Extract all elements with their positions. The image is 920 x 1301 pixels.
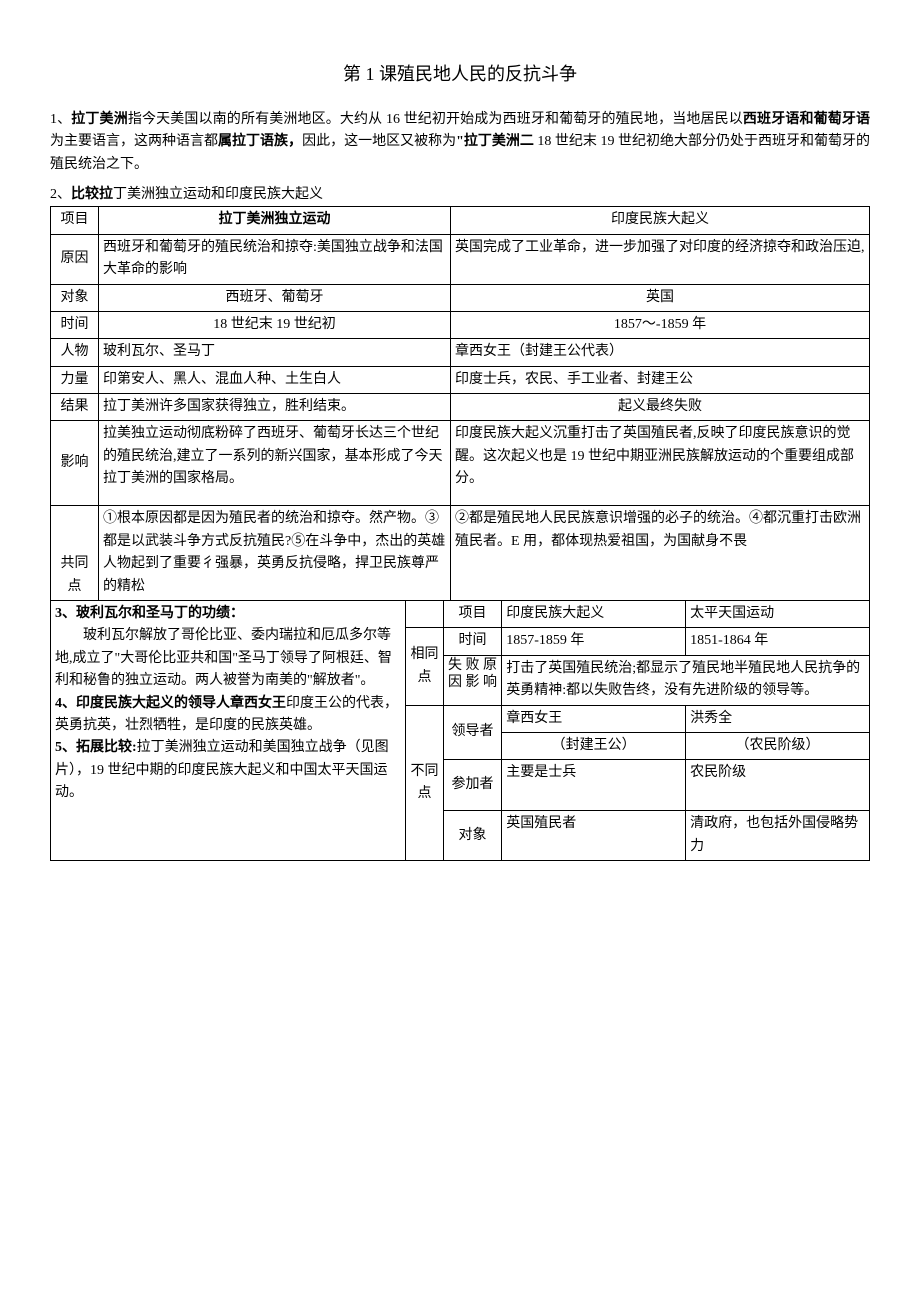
p5-heading: 5、拓展比较: [55,740,137,755]
impact-left: 拉美独立运动彻底粉碎了西班牙、葡萄牙长达三个世纪的殖民统治,建立了一系列的新兴国… [99,421,451,506]
table-row: 3、玻利瓦尔和圣马丁的功绩： 玻利瓦尔解放了哥伦比亚、委内瑞拉和厄瓜多尔等地,成… [51,601,870,628]
t2-time-left: 1857-1859 年 [502,628,686,655]
t2-h1 [406,601,444,628]
target-left: 西班牙、葡萄牙 [99,284,451,311]
table-row: 对象 西班牙、葡萄牙 英国 [51,284,870,311]
compare-label: 比较拉 [71,187,113,202]
intro-paragraph-1: 1、拉丁美洲指今天美国以南的所有美洲地区。大约从 16 世纪初开始成为西班牙和葡… [50,109,870,176]
table-row: 原因 西班牙和葡萄牙的殖民统治和掠夺:美国独立战争和法国大革命的影响 英国完成了… [51,234,870,284]
person-right: 章西女王（封建王公代表） [451,339,870,366]
t2-time-label: 时间 [443,628,501,655]
t2-target-right: 清政府，也包括外国侵略势力 [686,811,870,861]
cause-right: 英国完成了工业革命，进一步加强了对印度的经济掠夺和政治压迫, [451,234,870,284]
table-row: 人物 玻利瓦尔、圣马丁 章西女王（封建王公代表） [51,339,870,366]
t2-target-left: 英国殖民者 [502,811,686,861]
participant-label: 参加者 [443,760,501,811]
same-label: 相同点 [406,628,444,705]
intro-text-3: 因此，这一地区又被称为 [302,134,456,149]
table-row: 项目 拉丁美洲独立运动 印度民族大起义 [51,207,870,234]
p4-heading: 4、印度民族大起义的领导人章西女王 [55,696,286,711]
num1: 1、 [50,112,71,127]
target-right: 英国 [451,284,870,311]
term-latin-family: 属拉丁语族， [218,134,302,149]
row-common-label: 共同点 [51,506,99,601]
term-latin-america: 拉丁美洲 [71,112,128,127]
row-target-label: 对象 [51,284,99,311]
header-item: 项目 [51,207,99,234]
common-right: ②都是殖民地人民民族意识增强的必子的统治。④都沉重打击欧洲殖民者。E 用，都体现… [451,506,870,601]
leader-left: 章西女王 [502,705,686,732]
result-right: 起义最终失败 [451,394,870,421]
term-latin-america-2: "拉丁美洲二 [456,134,534,149]
t2-h4: 太平天国运动 [686,601,870,628]
term-languages: 西班牙语和葡萄牙语 [743,112,870,127]
intro-text-1: 指今天美国以南的所有美洲地区。大约从 16 世纪初开始成为西班牙和葡萄牙的殖民地… [128,112,743,127]
p3-heading: 3、玻利瓦尔和圣马丁的功绩： [55,606,244,621]
table-row: 力量 印第安人、黑人、混血人种、土生白人 印度士兵，农民、手工业者、封建王公 [51,366,870,393]
table-row: 影响 拉美独立运动彻底粉碎了西班牙、葡萄牙长达三个世纪的殖民统治,建立了一系列的… [51,421,870,506]
same-content: 打击了英国殖民统治;都显示了殖民地半殖民地人民抗争的英勇精神:都以失败告终，没有… [502,655,870,705]
left-text-block: 3、玻利瓦尔和圣马丁的功绩： 玻利瓦尔解放了哥伦比亚、委内瑞拉和厄瓜多尔等地,成… [51,601,406,861]
num2: 2、 [50,187,71,202]
intro-text-2: 为主要语言，这两种语言都 [50,134,218,149]
time-left: 18 世纪末 19 世纪初 [99,311,451,338]
leader-right: 洪秀全 [686,705,870,732]
table-row: 共同点 ①根本原因都是因为殖民者的统治和掠夺。然产物。③都是以武装斗争方式反抗殖… [51,506,870,601]
compare-text: 丁美洲独立运动和印度民族大起义 [113,187,323,202]
t2-target-label: 对象 [443,811,501,861]
participant-left: 主要是士兵 [502,760,686,811]
participant-right: 农民阶级 [686,760,870,811]
time-right: 1857～-1859 年 [451,311,870,338]
header-india: 印度民族大起义 [451,207,870,234]
table-row: 时间 18 世纪末 19 世纪初 1857～-1859 年 [51,311,870,338]
row-cause-label: 原因 [51,234,99,284]
leader-left2: （封建王公） [502,733,686,760]
force-left: 印第安人、黑人、混血人种、土生白人 [99,366,451,393]
comparison-table-1: 项目 拉丁美洲独立运动 印度民族大起义 原因 西班牙和葡萄牙的殖民统治和掠夺:美… [50,206,870,601]
leader-label: 领导者 [443,705,501,760]
row-impact-label: 影响 [51,421,99,506]
t2-h3: 印度民族大起义 [502,601,686,628]
t2-h2: 项目 [443,601,501,628]
p3-body: 玻利瓦尔解放了哥伦比亚、委内瑞拉和厄瓜多尔等地,成立了"大哥伦比亚共和国"圣马丁… [55,625,401,692]
row-force-label: 力量 [51,366,99,393]
row-person-label: 人物 [51,339,99,366]
comparison-table-2: 3、玻利瓦尔和圣马丁的功绩： 玻利瓦尔解放了哥伦比亚、委内瑞拉和厄瓜多尔等地,成… [50,601,870,861]
force-right: 印度士兵，农民、手工业者、封建王公 [451,366,870,393]
diff-label: 不同点 [406,705,444,861]
row-time-label: 时间 [51,311,99,338]
page-title: 第 1 课殖民地人民的反抗斗争 [50,60,870,89]
table-row: 结果 拉丁美洲许多国家获得独立，胜利结束。 起义最终失败 [51,394,870,421]
row-result-label: 结果 [51,394,99,421]
person-left: 玻利瓦尔、圣马丁 [99,339,451,366]
cause-left: 西班牙和葡萄牙的殖民统治和掠夺:美国独立战争和法国大革命的影响 [99,234,451,284]
leader-right2: （农民阶级） [686,733,870,760]
common-left: ①根本原因都是因为殖民者的统治和掠夺。然产物。③都是以武装斗争方式反抗殖民?⑤在… [99,506,451,601]
intro-paragraph-2: 2、比较拉丁美洲独立运动和印度民族大起义 [50,184,870,206]
header-latin: 拉丁美洲独立运动 [99,207,451,234]
impact-right: 印度民族大起义沉重打击了英国殖民者,反映了印度民族意识的觉醒。这次起义也是 19… [451,421,870,506]
t2-time-right: 1851-1864 年 [686,628,870,655]
result-left: 拉丁美洲许多国家获得独立，胜利结束。 [99,394,451,421]
same-sub-label: 失 败 原 因 影 响 [443,655,501,705]
